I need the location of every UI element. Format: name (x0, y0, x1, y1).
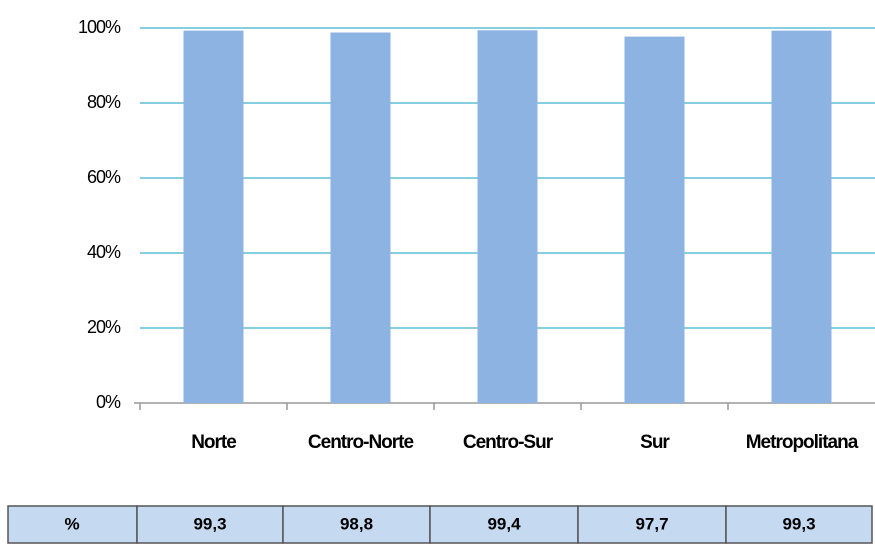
y-tick-label: 0% (96, 392, 121, 412)
table-value: 97,7 (635, 514, 668, 533)
table-cell (725, 505, 873, 544)
y-tick-label: 20% (87, 317, 121, 337)
table-header-cell (7, 505, 138, 544)
x-tick-label: Centro-Norte (308, 432, 414, 453)
table-header: % (64, 514, 79, 533)
bar (624, 36, 685, 403)
x-tick-label: Norte (191, 432, 236, 453)
table-cell (136, 505, 284, 544)
table-cell (577, 505, 727, 544)
x-tick-label: Centro-Sur (463, 432, 554, 453)
bar (771, 30, 832, 403)
bar (330, 32, 391, 403)
bar (183, 30, 244, 403)
bar (477, 30, 538, 403)
table-value: 98,8 (340, 514, 373, 533)
table-cell (429, 505, 579, 544)
table-cell (282, 505, 431, 544)
table-value: 99,3 (193, 514, 226, 533)
y-tick-label: 100% (78, 17, 121, 37)
y-tick-label: 60% (87, 167, 121, 187)
y-tick-label: 40% (87, 242, 121, 262)
x-tick-label: Sur (640, 432, 670, 453)
table-value: 99,4 (487, 514, 521, 533)
y-tick-label: 80% (87, 92, 121, 112)
x-tick-label: Metropolitana (746, 432, 859, 453)
table-value: 99,3 (782, 514, 815, 533)
